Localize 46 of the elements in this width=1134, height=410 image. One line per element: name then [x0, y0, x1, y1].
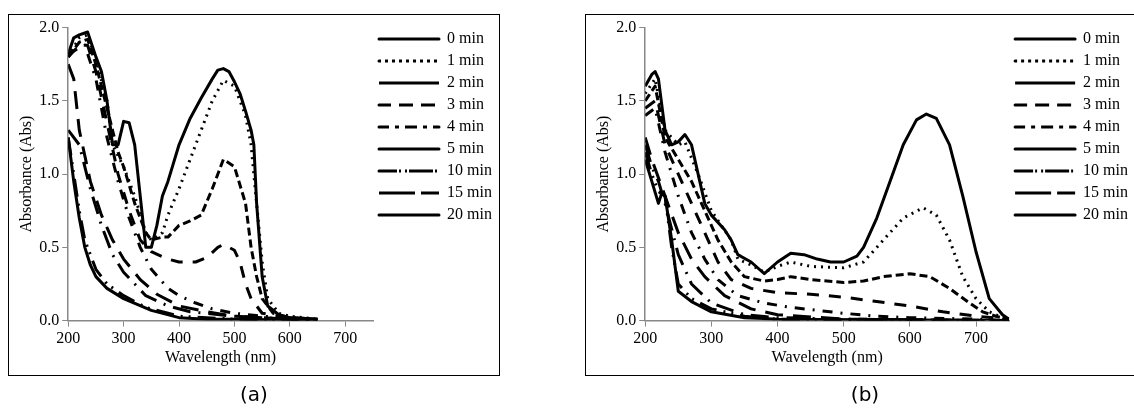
x-tick-label: 700 — [964, 329, 989, 347]
legend-label: 1 min — [447, 51, 484, 69]
y-axis-title: Absorbance (Abs) — [593, 115, 612, 233]
y-axis-title: Absorbance (Abs) — [16, 115, 35, 233]
x-tick-label: 600 — [277, 329, 302, 347]
legend-label: 5 min — [447, 139, 484, 157]
text: (a) — [239, 382, 269, 406]
x-tick-label: 300 — [699, 329, 724, 347]
legend-label: 0 min — [447, 29, 484, 47]
y-tick-label: 0.5 — [39, 237, 60, 255]
y-tick-label: 0.5 — [616, 237, 637, 255]
legend-label: 2 min — [447, 73, 484, 91]
legend-label: 4 min — [1083, 117, 1120, 135]
legend-label: 20 min — [447, 205, 492, 223]
x-tick-label: 500 — [831, 329, 856, 347]
x-axis-title: Wavelength (nm) — [165, 347, 277, 366]
legend-label: 15 min — [447, 183, 492, 201]
legend-label: 10 min — [447, 161, 492, 179]
y-tick-label: 0.0 — [39, 310, 60, 328]
legend-label: 20 min — [1083, 205, 1128, 223]
legend-label: 3 min — [447, 95, 484, 113]
x-tick-label: 400 — [167, 329, 192, 347]
legend-label: 2 min — [1083, 73, 1120, 91]
x-tick-label: 200 — [56, 329, 81, 347]
y-tick-label: 1.0 — [39, 164, 60, 182]
legend-label: 10 min — [1083, 161, 1128, 179]
legend-label: 4 min — [447, 117, 484, 135]
x-tick-label: 700 — [333, 329, 358, 347]
y-tick-label: 0.0 — [616, 310, 637, 328]
legend-label: 3 min — [1083, 95, 1120, 113]
x-axis-title: Wavelength (nm) — [771, 347, 883, 366]
y-tick-label: 2.0 — [616, 17, 637, 35]
text: (b) — [849, 382, 881, 406]
legend-label: 0 min — [1083, 29, 1120, 47]
legend-label: 15 min — [1083, 183, 1128, 201]
y-tick-label: 1.5 — [616, 91, 637, 109]
x-tick-label: 200 — [633, 329, 658, 347]
x-tick-label: 600 — [897, 329, 922, 347]
x-tick-label: 300 — [111, 329, 136, 347]
legend-label: 1 min — [1083, 51, 1120, 69]
y-tick-label: 1.5 — [39, 91, 60, 109]
x-tick-label: 400 — [765, 329, 790, 347]
y-tick-label: 1.0 — [616, 164, 637, 182]
legend-label: 5 min — [1083, 139, 1120, 157]
x-tick-label: 500 — [222, 329, 247, 347]
y-tick-label: 2.0 — [39, 17, 60, 35]
